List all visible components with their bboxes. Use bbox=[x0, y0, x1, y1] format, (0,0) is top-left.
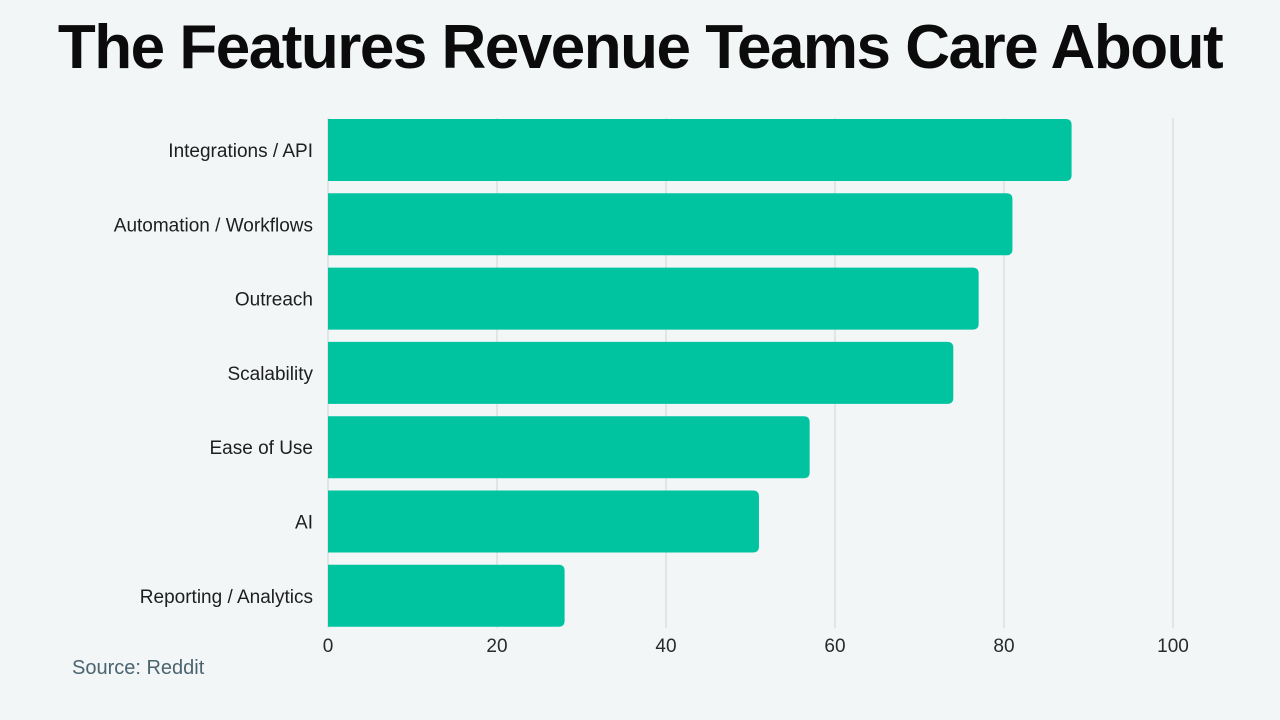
bar bbox=[328, 341, 954, 404]
x-tick-label: 40 bbox=[655, 636, 676, 657]
bar bbox=[328, 119, 1072, 181]
bar bbox=[328, 490, 759, 553]
x-tick-label: 20 bbox=[486, 636, 507, 657]
category-label: Integrations / API bbox=[168, 141, 313, 162]
bar bbox=[328, 267, 979, 330]
x-axis-tick-labels: 0 20 40 60 80 100 bbox=[323, 636, 1189, 657]
category-labels: Integrations / API Automation / Workflows… bbox=[114, 141, 314, 608]
category-label: Ease of Use bbox=[210, 438, 314, 459]
bars bbox=[328, 119, 1072, 627]
source-note: Source: Reddit bbox=[72, 657, 205, 679]
category-label: Automation / Workflows bbox=[114, 215, 313, 236]
x-tick-label: 80 bbox=[993, 636, 1014, 657]
category-label: Reporting / Analytics bbox=[140, 587, 313, 608]
x-tick-label: 0 bbox=[323, 636, 334, 657]
category-label: AI bbox=[295, 513, 313, 534]
bar bbox=[328, 564, 565, 627]
category-label: Scalability bbox=[227, 364, 313, 385]
category-label: Outreach bbox=[235, 290, 313, 311]
x-tick-label: 60 bbox=[824, 636, 845, 657]
bar bbox=[328, 416, 810, 479]
bar bbox=[328, 193, 1013, 256]
x-tick-label: 100 bbox=[1157, 636, 1189, 657]
chart-title: The Features Revenue Teams Care About bbox=[57, 13, 1224, 82]
